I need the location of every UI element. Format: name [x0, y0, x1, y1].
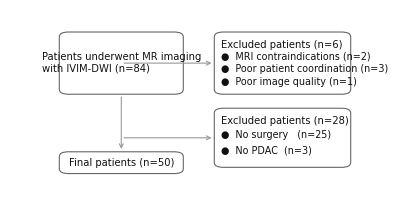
Text: ●  Poor patient coordination (n=3): ● Poor patient coordination (n=3): [221, 64, 388, 74]
FancyBboxPatch shape: [214, 108, 351, 167]
Text: Excluded patients (n=28): Excluded patients (n=28): [221, 116, 349, 126]
FancyBboxPatch shape: [59, 32, 183, 94]
Text: Final patients (n=50): Final patients (n=50): [69, 158, 174, 168]
FancyBboxPatch shape: [214, 32, 351, 94]
FancyBboxPatch shape: [59, 152, 183, 174]
Text: ●  No PDAC  (n=3): ● No PDAC (n=3): [221, 146, 312, 156]
Text: ●  MRI contraindications (n=2): ● MRI contraindications (n=2): [221, 52, 371, 61]
Text: Excluded patients (n=6): Excluded patients (n=6): [221, 40, 343, 50]
Text: ●  No surgery   (n=25): ● No surgery (n=25): [221, 130, 331, 140]
Text: Patients underwent MR imaging
with IVIM-DWI (n=84): Patients underwent MR imaging with IVIM-…: [42, 52, 201, 74]
Text: ●  Poor image quality (n=1): ● Poor image quality (n=1): [221, 77, 357, 87]
